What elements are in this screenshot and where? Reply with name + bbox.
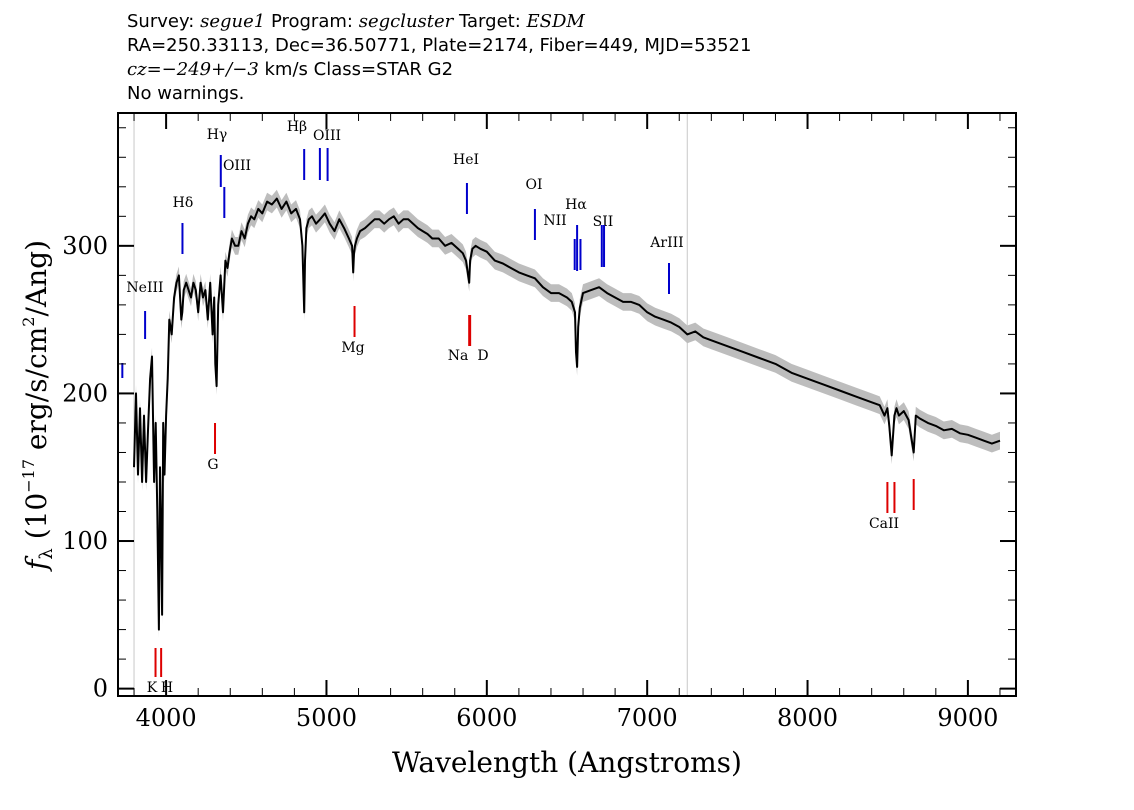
- emission-line-label-13: SII: [593, 214, 614, 230]
- x-tick-label-1: 5000: [296, 704, 357, 732]
- survey-label: Survey:: [127, 11, 195, 32]
- cz-label: cz=: [127, 59, 162, 80]
- y-axis-label-exp2: 2: [19, 317, 38, 327]
- spectrum-header: Survey: segue1 Program: segcluster Targe…: [127, 10, 751, 106]
- y-tick-label-1: 100: [62, 527, 108, 555]
- target-label: Target:: [459, 11, 521, 32]
- absorption-line-label-3: Mg: [341, 340, 364, 356]
- header-line-coordinates: RA=250.33113, Dec=36.50771, Plate=2174, …: [127, 35, 752, 56]
- y-axis-label-exp: −17: [19, 459, 38, 493]
- y-tick-label-0: 0: [93, 675, 108, 703]
- emission-line-label-3: Hγ: [207, 127, 228, 143]
- absorption-line-label-6: CaII: [869, 516, 899, 532]
- emission-line-label-2: Hδ: [173, 195, 194, 211]
- y-axis-label-sub: λ: [36, 548, 57, 559]
- survey-value: segue1: [200, 11, 266, 32]
- absorption-line-label-4: Na: [448, 348, 469, 364]
- header-line-redshift: cz=−249+/−3 km/s Class=STAR G2: [127, 58, 751, 82]
- y-tick-label-2: 200: [62, 379, 108, 407]
- program-label: Program:: [270, 11, 353, 32]
- y-axis-label-close: /Ang): [20, 240, 53, 317]
- target-value: ESDM: [526, 11, 585, 32]
- spectrum-series: [133, 197, 1001, 631]
- error-band-area: [134, 189, 1000, 639]
- spectrum-line: [133, 197, 1001, 631]
- absorption-line-label-0: K: [147, 680, 158, 696]
- header-line-survey: Survey: segue1 Program: segcluster Targe…: [127, 10, 751, 34]
- plot-frame: [117, 112, 1017, 697]
- header-line-warnings: No warnings.: [127, 83, 245, 104]
- x-tick-label-0: 4000: [136, 704, 197, 732]
- x-axis-label: Wavelength (Angstroms): [392, 746, 742, 779]
- cz-value: −249+/−3: [161, 59, 259, 80]
- emission-line-label-11: Hα: [565, 197, 587, 213]
- y-axis-label-mid: erg/s/cm: [20, 327, 53, 459]
- y-axis-label: fλ (10−17 erg/s/cm2/Ang): [19, 240, 57, 572]
- y-tick-label-3: 300: [62, 232, 108, 260]
- program-value: segcluster: [358, 11, 454, 32]
- emission-line-label-5: Hβ: [287, 119, 307, 135]
- emission-line-label-7: OIII: [313, 128, 341, 144]
- y-axis-label-open: (10: [20, 493, 53, 548]
- absorption-line-label-5: D: [477, 348, 488, 364]
- reference-lines: [133, 113, 688, 696]
- x-tick-label-4: 8000: [777, 704, 838, 732]
- x-tick-label-3: 7000: [617, 704, 678, 732]
- spectral-line-markers: NeIIIHδHγOIIIHβOIIIHeIOINIIHαSIIArIIIKHG…: [121, 119, 915, 696]
- emission-line-label-15: ArIII: [649, 235, 683, 251]
- emission-line-label-10: NII: [543, 213, 566, 229]
- absorption-line-label-2: G: [207, 457, 218, 473]
- axis-ticks: 4000 5000 6000 7000 8000 9000 0 100 200 300: [62, 113, 1016, 732]
- x-tick-label-5: 9000: [937, 704, 998, 732]
- emission-line-label-4: OIII: [223, 158, 251, 174]
- emission-line-label-9: OI: [525, 177, 542, 193]
- emission-line-label-8: HeI: [453, 152, 479, 168]
- emission-line-label-1: NeIII: [126, 280, 163, 296]
- cz-unit-class: km/s Class=STAR G2: [258, 59, 454, 80]
- error-band: [134, 189, 1000, 639]
- x-tick-label-2: 6000: [456, 704, 517, 732]
